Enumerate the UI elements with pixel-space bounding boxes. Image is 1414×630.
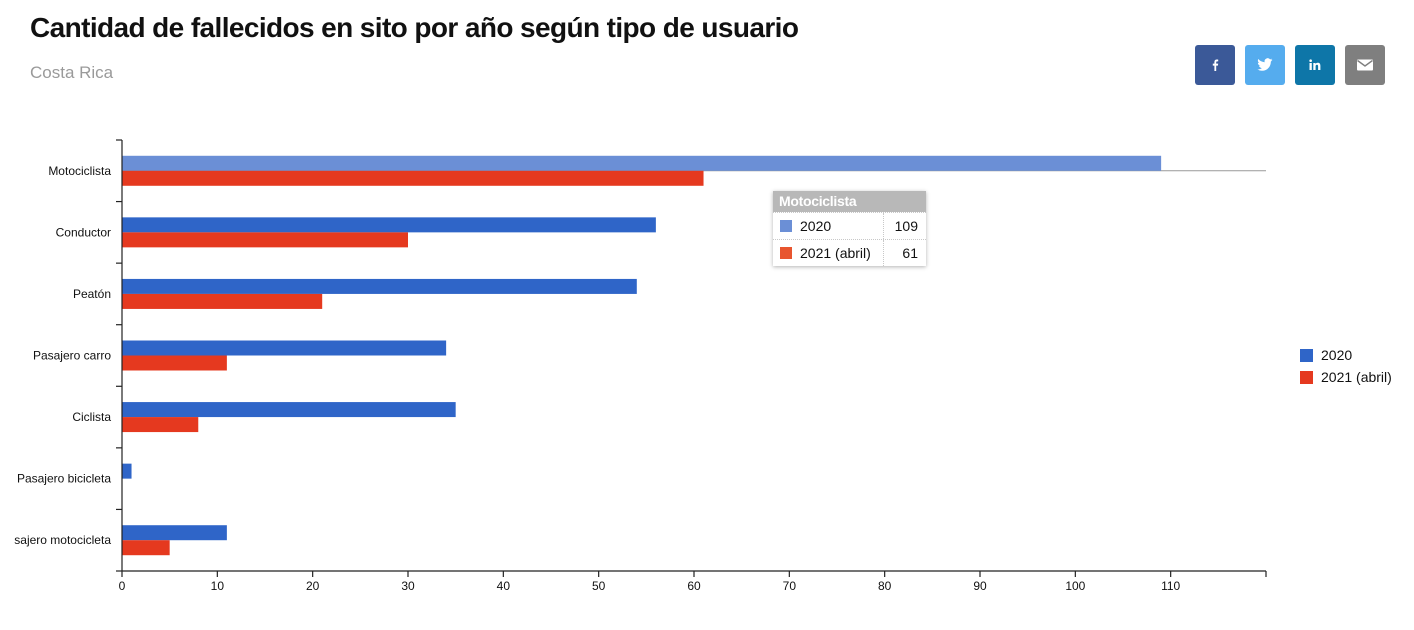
bar[interactable]	[122, 217, 656, 233]
tooltip-series-label: 2021 (abril)	[800, 245, 871, 261]
y-tick-label: Conductor	[56, 225, 111, 239]
x-tick-label: 30	[401, 579, 415, 593]
bar[interactable]	[122, 525, 227, 541]
x-tick-label: 100	[1065, 579, 1085, 593]
email-share-button[interactable]	[1345, 45, 1385, 85]
twitter-share-button[interactable]	[1245, 45, 1285, 85]
tooltip-row: 2020 109	[773, 212, 926, 239]
tooltip-series-label: 2020	[800, 218, 832, 234]
tooltip-row: 2021 (abril) 61	[773, 239, 926, 266]
share-bar	[1195, 45, 1385, 85]
linkedin-share-button[interactable]	[1295, 45, 1335, 85]
bar[interactable]	[122, 463, 132, 479]
y-tick-label: sajero motocicleta	[14, 533, 111, 547]
legend-label: 2021 (abril)	[1321, 369, 1392, 385]
bar[interactable]	[122, 170, 704, 186]
legend-swatch	[1300, 348, 1313, 362]
tooltip-title: Motociclista	[773, 191, 926, 212]
linkedin-icon	[1309, 59, 1321, 70]
bar[interactable]	[122, 155, 1162, 171]
x-tick-label: 80	[878, 579, 892, 593]
x-tick-label: 10	[211, 579, 225, 593]
x-tick-label: 90	[973, 579, 987, 593]
tooltip-value: 61	[902, 245, 918, 261]
bar[interactable]	[122, 402, 456, 418]
x-tick-label: 60	[687, 579, 701, 593]
tooltip-value: 109	[894, 218, 918, 234]
legend-item-2020[interactable]: 2020	[1300, 344, 1392, 366]
x-tick-label: 0	[119, 579, 126, 593]
legend-swatch	[1300, 370, 1313, 384]
x-tick-label: 50	[592, 579, 606, 593]
bar[interactable]	[122, 540, 170, 556]
legend: 2020 2021 (abril)	[1300, 344, 1392, 388]
email-icon	[1357, 59, 1373, 71]
tooltip-swatch	[780, 247, 792, 259]
tooltip: Motociclista 2020 109 2021 (abril) 61	[773, 191, 926, 266]
chart-subtitle: Costa Rica	[30, 63, 114, 82]
x-tick-label: 70	[783, 579, 797, 593]
facebook-icon	[1212, 59, 1219, 71]
y-tick-label: Ciclista	[72, 410, 111, 424]
bar[interactable]	[122, 232, 408, 248]
legend-label: 2020	[1321, 347, 1353, 363]
x-tick-label: 40	[497, 579, 511, 593]
y-tick-label: Motociclista	[48, 164, 111, 178]
bar[interactable]	[122, 278, 637, 294]
y-tick-label: Pasajero bicicleta	[17, 472, 111, 486]
y-tick-label: Pasajero carro	[33, 349, 111, 363]
x-tick-label: 110	[1161, 579, 1180, 593]
tooltip-swatch	[780, 220, 792, 232]
twitter-icon	[1257, 58, 1273, 71]
bar[interactable]	[122, 417, 199, 433]
chart-title: Cantidad de fallecidos en sito por año s…	[30, 12, 799, 43]
x-tick-label: 20	[306, 579, 320, 593]
bar[interactable]	[122, 340, 447, 356]
bar[interactable]	[122, 355, 227, 371]
bar[interactable]	[122, 293, 323, 309]
legend-item-2021-abril[interactable]: 2021 (abril)	[1300, 366, 1392, 388]
facebook-share-button[interactable]	[1195, 45, 1235, 85]
y-tick-label: Peatón	[73, 287, 111, 301]
